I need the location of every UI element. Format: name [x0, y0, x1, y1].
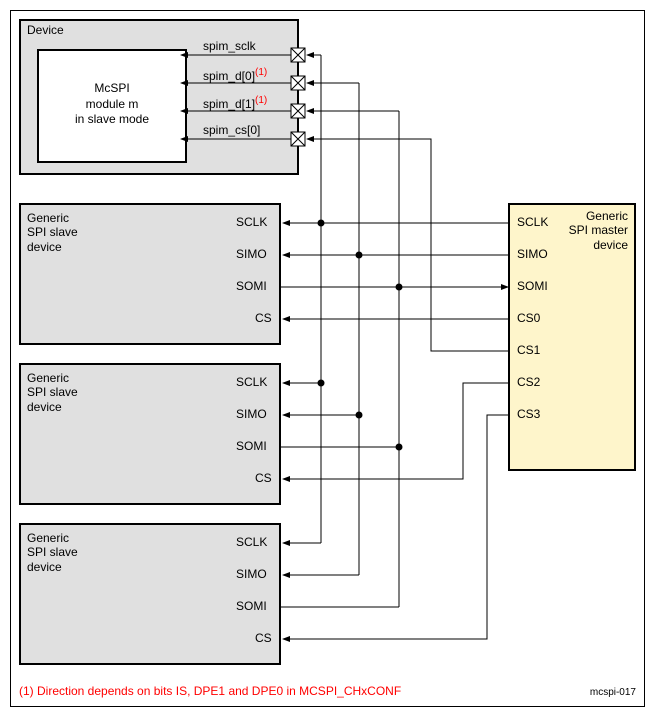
spi-diagram: Device McSPI module m in slave mode spim…: [10, 10, 645, 707]
footnote-text: (1) Direction depends on bits IS, DPE1 a…: [19, 684, 401, 698]
slave2-pin-somi: SOMI: [236, 439, 267, 453]
master-pin-cs1: CS1: [517, 343, 540, 357]
slave2-pin-sclk: SCLK: [236, 375, 267, 389]
mcspi-inner-box: McSPI module m in slave mode: [37, 49, 187, 163]
pin-spim-d1: spim_d[1](1): [203, 95, 267, 111]
master-pin-simo: SIMO: [517, 247, 548, 261]
pin-spim-sclk: spim_sclk: [203, 39, 256, 53]
master-pin-somi: SOMI: [517, 279, 548, 293]
mcspi-line3: in slave mode: [39, 112, 185, 128]
mcspi-line1: McSPI: [39, 81, 185, 97]
slave3-pin-simo: SIMO: [236, 567, 267, 581]
slave1-pin-somi: SOMI: [236, 279, 267, 293]
figure-id: mcspi-017: [590, 687, 636, 698]
slave3-pin-somi: SOMI: [236, 599, 267, 613]
slave2-pin-cs: CS: [255, 471, 272, 485]
slave2-pin-simo: SIMO: [236, 407, 267, 421]
mcspi-line2: module m: [39, 97, 185, 113]
pin-spim-d0: spim_d[0](1): [203, 67, 267, 83]
master-pin-cs3: CS3: [517, 407, 540, 421]
pin-spim-cs0: spim_cs[0]: [203, 123, 260, 137]
slave3-pin-cs: CS: [255, 631, 272, 645]
slave1-pin-cs: CS: [255, 311, 272, 325]
master-pin-cs2: CS2: [517, 375, 540, 389]
slave1-pin-simo: SIMO: [236, 247, 267, 261]
master-pin-sclk: SCLK: [517, 215, 548, 229]
slave1-pin-sclk: SCLK: [236, 215, 267, 229]
slave3-pin-sclk: SCLK: [236, 535, 267, 549]
device-title: Device: [27, 23, 64, 37]
master-pin-cs0: CS0: [517, 311, 540, 325]
master-box: GenericSPI masterdevice: [508, 203, 636, 471]
